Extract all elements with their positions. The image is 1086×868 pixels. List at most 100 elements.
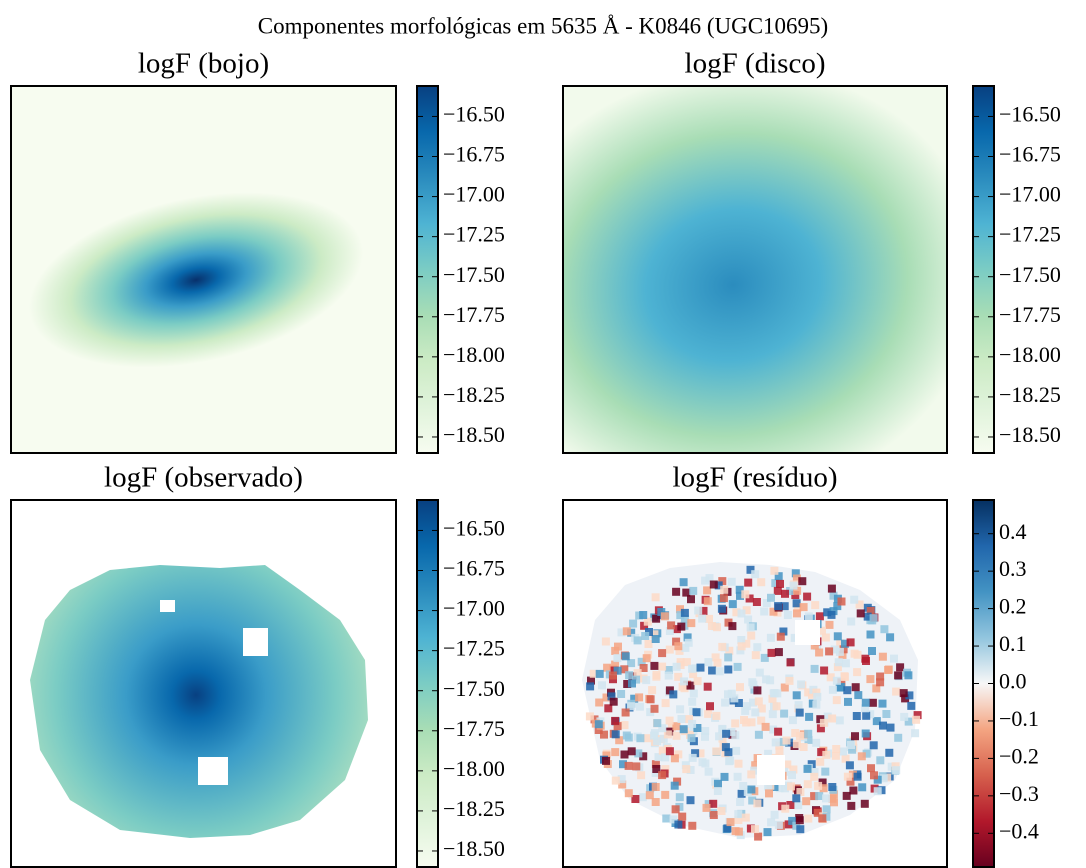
residual-pixel — [627, 659, 636, 668]
residual-pixel — [764, 782, 773, 791]
residual-pixel — [661, 753, 670, 762]
residual-pixel — [779, 627, 788, 636]
residual-pixel — [757, 578, 766, 587]
residual-pixel — [709, 811, 718, 819]
residual-pixel — [799, 603, 808, 612]
colorbar-tick-label: −16.75 — [999, 142, 1061, 167]
residual-pixel — [618, 780, 627, 789]
residual-pixel — [760, 653, 769, 662]
residual-pixel — [795, 708, 804, 717]
residual-pixel — [728, 600, 737, 609]
residual-pixel — [653, 737, 662, 746]
colorbar-tick-label: −17.50 — [999, 262, 1061, 287]
residual-pixel — [693, 677, 702, 686]
residual-pixel — [886, 633, 895, 642]
residual-pixel — [651, 760, 660, 769]
residual-pixel — [704, 658, 713, 667]
residual-pixel — [828, 783, 837, 791]
residual-pixel — [595, 698, 604, 707]
residual-pixel — [672, 731, 681, 740]
residual-pixel — [739, 782, 748, 790]
residual-pixel — [736, 798, 745, 806]
residual-pixel — [744, 615, 753, 624]
residual-pixel — [890, 654, 898, 663]
residual-pixel — [693, 724, 702, 732]
residual-pixel — [821, 633, 830, 642]
residual-pixel — [686, 766, 695, 774]
residual-pixel — [651, 783, 660, 791]
residual-pixel — [732, 746, 741, 755]
residual-pixel — [707, 622, 716, 630]
residual-pixel — [850, 595, 859, 604]
residual-pixel — [637, 771, 646, 780]
residual-pixel — [594, 726, 603, 734]
residual-pixel — [825, 647, 834, 656]
residual-pixel — [789, 765, 798, 774]
residual-pixel — [841, 754, 850, 763]
residual-pixel — [624, 761, 633, 770]
colorbar-tick-label: −16.75 — [443, 142, 505, 167]
residual-pixel — [810, 768, 819, 776]
residual-pixel — [872, 684, 881, 693]
residual-pixel — [715, 732, 724, 741]
residual-pixel — [692, 708, 701, 717]
residual-pixel — [688, 697, 697, 706]
residual-pixel — [632, 762, 641, 771]
residual-pixel — [639, 611, 648, 619]
residual-pixel — [796, 825, 805, 834]
residual-pixel — [822, 794, 830, 803]
residual-pixel — [699, 606, 708, 615]
image-bulge — [11, 86, 396, 453]
residual-pixel — [741, 590, 750, 599]
residual-pixel — [785, 676, 794, 685]
residual-pixel — [771, 738, 780, 747]
residual-pixel — [617, 690, 626, 698]
residual-pixel — [751, 708, 760, 717]
residual-pixel — [846, 638, 855, 647]
residual-pixel — [682, 765, 691, 774]
residual-pixel — [764, 749, 773, 758]
residual-pixel — [736, 646, 745, 655]
residual-pixel — [632, 675, 641, 684]
residual-pixel — [595, 669, 604, 678]
residual-pixel — [863, 612, 872, 621]
residual-pixel — [760, 607, 769, 616]
residual-pixel — [878, 699, 887, 708]
residual-pixel — [823, 608, 832, 617]
residual-pixel — [839, 747, 848, 756]
residual-pixel — [868, 698, 877, 707]
residual-pixel — [833, 663, 842, 672]
residual-pixel — [867, 764, 875, 773]
colorbar-tick-label: −16.50 — [999, 101, 1061, 126]
residual-pixel — [815, 648, 824, 657]
residual-pixel — [642, 654, 651, 663]
residual-pixel — [652, 672, 661, 681]
residual-pixel — [796, 788, 805, 796]
residual-pixel — [768, 710, 777, 719]
residual-pixel — [675, 793, 684, 802]
residual-pixel — [741, 706, 750, 715]
residual-pixel — [702, 803, 711, 812]
residual-pixel — [691, 749, 700, 758]
residual-pixel — [650, 731, 658, 740]
residual-pixel — [793, 603, 802, 612]
residual-pixel — [840, 673, 849, 681]
colorbar-tick-label: −17.50 — [443, 676, 505, 701]
residual-pixel — [752, 598, 761, 606]
residual-pixel — [638, 793, 647, 802]
residual-pixel — [620, 750, 629, 759]
residual-pixel — [672, 625, 681, 634]
residual-pixel — [687, 595, 695, 604]
residual-pixel — [846, 777, 855, 786]
residual-pixel — [818, 778, 827, 787]
residual-pixel — [844, 697, 852, 706]
residual-pixel — [620, 665, 629, 674]
residual-pixel — [913, 711, 922, 720]
residual-pixel — [590, 715, 599, 724]
residual-pixel — [820, 666, 829, 675]
residual-pixel — [746, 824, 755, 833]
residual-pixel — [634, 749, 643, 758]
residual-pixel — [757, 704, 766, 713]
residual-pixel — [603, 663, 612, 672]
